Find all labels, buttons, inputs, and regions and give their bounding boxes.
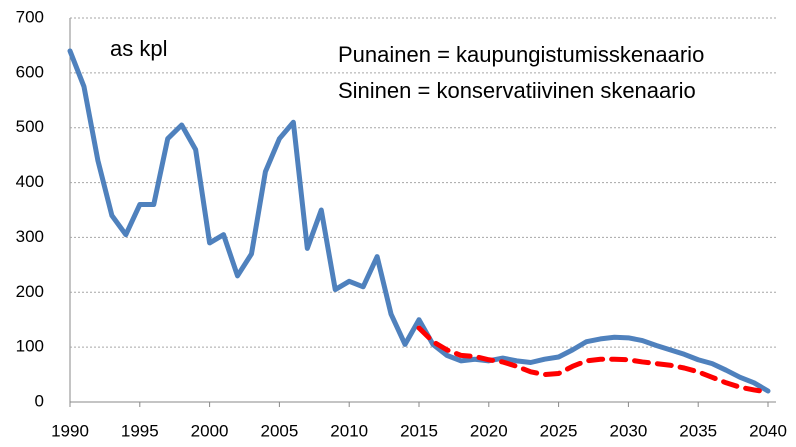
y-tick-label: 700: [16, 7, 44, 26]
x-tick-label: 1995: [121, 421, 159, 440]
x-tick-label: 2005: [260, 421, 298, 440]
x-tick-label: 2035: [679, 421, 717, 440]
y-tick-label: 600: [16, 62, 44, 81]
x-tick-label: 1990: [51, 421, 89, 440]
y-tick-label: 500: [16, 117, 44, 136]
line-series: [67, 48, 771, 394]
x-tick-label: 2000: [191, 421, 229, 440]
x-tick-label: 2010: [330, 421, 368, 440]
x-tick-label: 2025: [540, 421, 578, 440]
y-tick-label: 400: [16, 172, 44, 191]
annotation: as kpl: [110, 36, 167, 61]
x-tick-label: 2020: [470, 421, 508, 440]
y-tick-label: 0: [35, 391, 44, 410]
x-tick-label: 2030: [609, 421, 647, 440]
line-series: [416, 325, 771, 395]
annotation: Sininen = konservatiivinen skenaario: [338, 78, 696, 103]
annotation: Punainen = kaupungistumisskenaario: [338, 42, 704, 67]
y-tick-label: 200: [16, 282, 44, 301]
x-tick-label: 2040: [749, 421, 787, 440]
y-tick-label: 100: [16, 337, 44, 356]
y-tick-label: 300: [16, 227, 44, 246]
x-tick-label: 2015: [400, 421, 438, 440]
